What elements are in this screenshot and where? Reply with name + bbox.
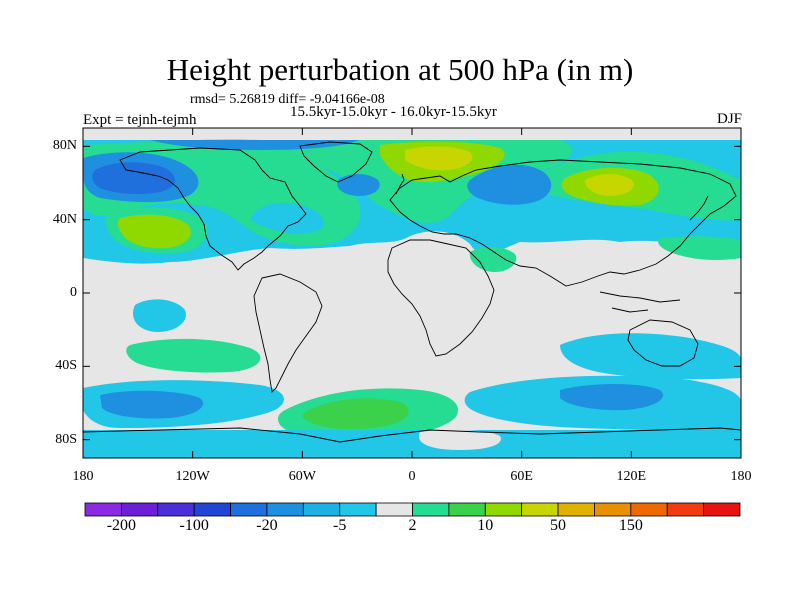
colorbar-label: -20 [256, 517, 278, 534]
colorbar-swatch [302, 502, 341, 517]
lon-tick-label: 180 [730, 469, 752, 484]
colorbar-swatch [557, 502, 595, 517]
colorbar-swatch [521, 502, 559, 517]
anomaly-contour-green-mideast [469, 246, 517, 272]
colorbar-swatch [630, 502, 668, 517]
anomaly-contour-blue-atlantic [337, 174, 380, 196]
anomaly-contour-green-tropical-pac [132, 299, 186, 332]
colorbar-swatch [193, 502, 231, 517]
anomaly-contour-lime-s-atlantic [302, 398, 409, 430]
colorbar-label: -100 [179, 517, 209, 534]
lat-tick-label: 0 [70, 285, 77, 300]
time-period-label: 15.5kyr-15.0kyr - 16.0kyr-15.5kyr [290, 104, 497, 120]
lon-tick-label: 60W [288, 469, 316, 484]
colorbar-swatch [266, 502, 304, 517]
lon-tick-label: 120W [175, 469, 210, 484]
anomaly-fields [83, 139, 741, 458]
coastline-indonesia [599, 291, 681, 313]
axis-ticks [82, 128, 742, 458]
colorbar-swatch [339, 502, 377, 517]
rmsd-stats: rmsd= 5.26819 diff= -9.04166e-08 [190, 92, 385, 107]
lon-tick-label: 120E [616, 469, 647, 484]
colorbar-swatch [703, 502, 741, 517]
colorbar-swatch [412, 502, 450, 517]
colorbar-swatch [375, 502, 413, 517]
anomaly-contour-blue-indian [560, 333, 741, 380]
coastline-north-america [119, 147, 307, 271]
lon-tick-label: 180 [72, 469, 94, 484]
coastline-uk [395, 173, 405, 195]
colorbar-label: -5 [333, 517, 347, 534]
colorbar-swatch [448, 502, 486, 517]
anomaly-contour-blue-antarctic [83, 430, 741, 458]
coastline-antarctica [83, 427, 741, 443]
anomaly-contour-darkblue-alaska [92, 162, 176, 195]
coastline-south-america [253, 273, 323, 393]
colorbar-label: 150 [618, 517, 643, 534]
coastlines [83, 141, 741, 443]
coastline-europe-asia [389, 159, 737, 287]
anomaly-contour-green-s-pacific [126, 338, 261, 373]
plot-area [83, 128, 741, 458]
lat-tick-label: 80N [52, 138, 77, 154]
lat-tick-label: 40N [52, 211, 77, 227]
coastline-africa [387, 239, 495, 357]
lon-tick-label: 60E [510, 469, 533, 484]
colorbar-swatch [230, 502, 268, 517]
colorbar-swatch [594, 502, 632, 517]
colorbar-swatch [84, 502, 122, 517]
map-title: Height perturbation at 500 hPa (in m) [166, 52, 634, 87]
anomaly-contour-blue-npole [150, 140, 360, 150]
anomaly-contour-blue-s-pacific-core [100, 390, 204, 419]
anomaly-contour-lime-pacific [117, 214, 191, 249]
anomaly-contour-gold-north [405, 146, 473, 171]
lon-tick-label: 0 [408, 469, 416, 484]
colorbar-swatch [484, 502, 523, 517]
coastline-greenland [299, 141, 373, 183]
anomaly-contour-neutral-antarctic [418, 429, 501, 450]
season-label: DJF [716, 111, 742, 127]
anomaly-contour-green-asia [658, 236, 741, 260]
lat-tick-label: 80S [55, 431, 77, 447]
experiment-label: Expt = tejnh-tejmh [83, 112, 197, 128]
anomaly-contour-gold-ne [585, 174, 634, 196]
anomaly-contour-blue-s-indian-core [560, 384, 664, 411]
colorbar-label: 50 [550, 517, 567, 534]
colorbar-swatch [157, 502, 195, 517]
coastline-australia [627, 319, 699, 367]
coastline-japan [689, 195, 709, 221]
anomaly-contour-blue-eurasia [467, 164, 552, 205]
colorbar-swatch [120, 502, 159, 517]
colorbar-label: 10 [477, 517, 494, 534]
colorbar [84, 502, 741, 517]
colorbar-swatch [666, 502, 705, 517]
colorbar-label: -200 [106, 517, 137, 534]
colorbar-label: 2 [408, 517, 417, 534]
lat-tick-label: 40S [55, 358, 77, 374]
